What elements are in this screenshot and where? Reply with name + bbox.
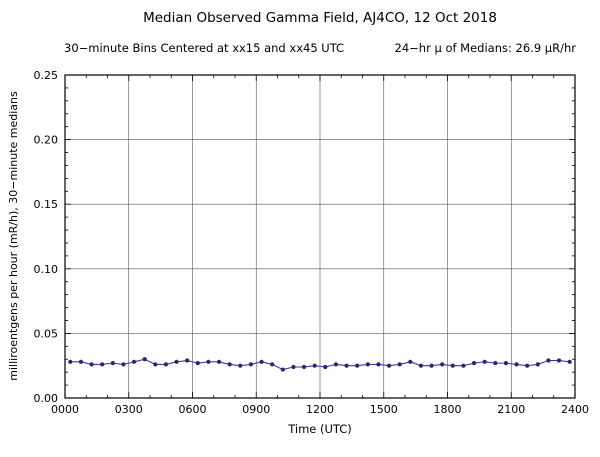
x-tick-label: 1800 (434, 403, 462, 416)
data-point (280, 367, 285, 372)
data-point (89, 362, 94, 367)
chart-subtitle-mean: 24−hr μ of Medians: 26.9 μR/hr (395, 41, 577, 55)
x-tick-label: 0900 (242, 403, 270, 416)
data-point (153, 362, 158, 367)
data-point (525, 363, 530, 368)
data-point (259, 359, 264, 364)
data-point (227, 362, 232, 367)
data-point (493, 361, 498, 366)
data-point (482, 359, 487, 364)
data-point (440, 362, 445, 367)
x-tick-label: 2100 (497, 403, 525, 416)
data-point (471, 361, 477, 366)
chart-subtitle-bins: 30−minute Bins Centered at xx15 and xx45… (64, 41, 344, 55)
data-point (216, 359, 222, 364)
y-axis-label: milliroentgens per hour (mR/h), 30−minut… (7, 91, 20, 381)
data-point (365, 362, 370, 367)
data-point (185, 358, 190, 363)
data-point (131, 359, 137, 364)
data-point (270, 362, 275, 367)
y-tick-label: 0.05 (34, 327, 59, 340)
data-point (78, 359, 84, 364)
data-point (174, 359, 179, 364)
y-tick-label: 0.20 (34, 134, 59, 147)
x-tick-label: 0600 (179, 403, 207, 416)
data-point (556, 358, 562, 363)
data-point (567, 359, 572, 364)
data-point (195, 361, 200, 366)
chart-title: Median Observed Gamma Field, AJ4CO, 12 O… (143, 10, 497, 26)
x-tick-label: 0300 (115, 403, 143, 416)
data-point (121, 362, 126, 367)
data-point (68, 359, 73, 364)
data-point (333, 362, 339, 367)
data-point (418, 363, 424, 368)
data-point (238, 363, 243, 368)
data-point (397, 362, 402, 367)
data-point (110, 361, 115, 366)
data-point (408, 359, 413, 364)
tick-label-layer: 0000 0300 0600 0900 1200 1500 1800 2100 2400 0.00… (34, 69, 590, 416)
y-tick-label: 0.15 (34, 198, 59, 211)
x-tick-label: 1500 (370, 403, 398, 416)
y-tick-label: 0.25 (34, 69, 59, 82)
data-point (206, 359, 211, 364)
grid-layer (65, 75, 575, 398)
y-tick-label: 0.10 (34, 263, 59, 276)
x-axis-label: Time (UTC) (287, 422, 352, 436)
data-series-layer (68, 357, 572, 372)
plot-border (64, 74, 576, 399)
data-point (546, 358, 551, 363)
data-point (142, 357, 147, 362)
y-tick-label: 0.00 (34, 392, 59, 405)
data-point (376, 362, 381, 367)
data-point (355, 363, 360, 368)
data-point (100, 362, 105, 367)
data-point (301, 364, 307, 370)
data-point (514, 362, 519, 367)
x-tick-label: 1200 (306, 403, 334, 416)
data-point (429, 363, 434, 368)
data-point (503, 361, 509, 366)
data-point (386, 363, 392, 368)
data-point (535, 362, 540, 367)
x-tick-label: 0000 (51, 403, 79, 416)
data-point (291, 364, 296, 370)
data-point (323, 364, 328, 370)
data-point (163, 362, 169, 367)
data-point (461, 363, 466, 368)
data-point (344, 363, 349, 368)
data-point (450, 363, 455, 368)
data-point (248, 362, 254, 367)
data-point (312, 363, 317, 368)
x-tick-label: 2400 (561, 403, 589, 416)
